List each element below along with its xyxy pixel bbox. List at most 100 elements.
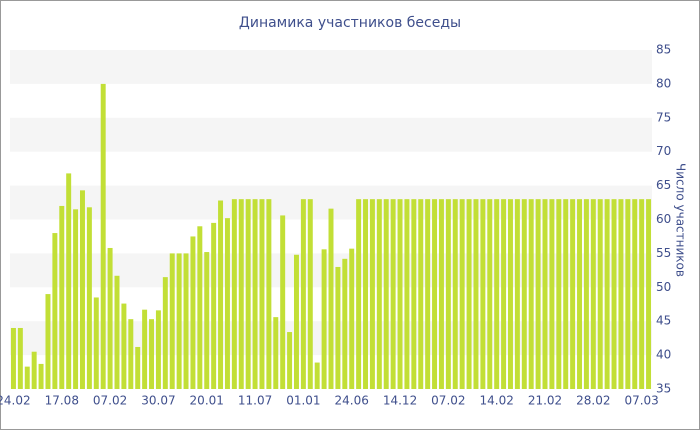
bar xyxy=(570,199,576,389)
bar xyxy=(128,319,134,389)
bar xyxy=(418,199,424,389)
bar xyxy=(280,215,286,389)
bar xyxy=(514,199,520,389)
bar xyxy=(266,199,272,389)
bar xyxy=(376,199,382,389)
bar xyxy=(459,199,465,389)
bar xyxy=(238,199,244,389)
bar xyxy=(390,199,396,389)
bar xyxy=(197,226,203,389)
bar xyxy=(52,233,58,389)
bar xyxy=(321,249,327,389)
y-tick-label: 80 xyxy=(656,76,671,90)
bar xyxy=(79,190,85,389)
bar xyxy=(397,199,403,389)
y-tick-label: 55 xyxy=(656,246,671,260)
bar xyxy=(38,363,44,389)
bar xyxy=(66,173,72,389)
bar xyxy=(135,346,141,389)
bar xyxy=(473,199,479,389)
bar xyxy=(204,252,210,389)
y-tick-label: 85 xyxy=(656,43,671,57)
bar xyxy=(342,258,348,389)
x-tick-label: 07.02 xyxy=(93,394,127,408)
x-tick-label: 24.02 xyxy=(0,394,31,408)
chart-title: Динамика участников беседы xyxy=(239,15,461,31)
x-tick-label: 01.01 xyxy=(286,394,320,408)
bar xyxy=(293,254,299,389)
bar xyxy=(487,199,493,389)
bar xyxy=(155,310,161,389)
bar xyxy=(597,199,603,389)
bar xyxy=(590,199,596,389)
x-tick-label: 21.02 xyxy=(528,394,562,408)
bar xyxy=(535,199,541,389)
bar xyxy=(273,317,279,389)
bar xyxy=(73,209,79,389)
bar xyxy=(300,199,306,389)
bar xyxy=(563,199,569,389)
bar xyxy=(252,199,258,389)
bar xyxy=(425,199,431,389)
bar xyxy=(314,362,320,389)
x-tick-label: 17.08 xyxy=(45,394,79,408)
y-tick-label: 75 xyxy=(656,110,671,124)
bar xyxy=(162,277,168,389)
bar xyxy=(432,199,438,389)
bar xyxy=(542,199,548,389)
bar xyxy=(93,297,99,389)
grid-band xyxy=(10,50,652,84)
bar xyxy=(218,200,224,389)
x-tick-label: 11.07 xyxy=(238,394,272,408)
bar xyxy=(639,199,645,389)
bar xyxy=(349,248,355,389)
bar xyxy=(452,199,458,389)
bar xyxy=(45,294,51,389)
bar xyxy=(494,199,500,389)
bar xyxy=(404,199,410,389)
bar xyxy=(480,199,486,389)
bar xyxy=(507,199,513,389)
bar xyxy=(149,319,155,389)
x-tick-label: 14.02 xyxy=(479,394,513,408)
bar xyxy=(604,199,610,389)
bar xyxy=(211,222,217,389)
x-tick-label: 07.02 xyxy=(431,394,465,408)
bar xyxy=(611,199,617,389)
bar xyxy=(335,266,341,389)
bar xyxy=(445,199,451,389)
grid-band xyxy=(10,117,652,152)
bar xyxy=(31,351,37,389)
bar xyxy=(369,199,375,389)
bar xyxy=(107,247,113,389)
x-tick-label: 24.06 xyxy=(335,394,369,408)
bar xyxy=(549,199,555,389)
bar xyxy=(245,199,251,389)
bar xyxy=(183,253,189,389)
bar xyxy=(224,218,230,389)
bar xyxy=(466,199,472,389)
bar xyxy=(17,327,23,389)
bar xyxy=(383,199,389,389)
bar xyxy=(121,303,127,389)
bar xyxy=(521,199,527,389)
x-tick-label: 20.01 xyxy=(190,394,224,408)
y-tick-label: 45 xyxy=(656,314,671,328)
y-tick-label: 35 xyxy=(656,382,671,396)
x-tick-label: 28.02 xyxy=(576,394,610,408)
y-tick-label: 65 xyxy=(656,178,671,192)
bar xyxy=(625,199,631,389)
bar xyxy=(287,332,293,389)
y-axis-label: Число участников xyxy=(674,163,688,277)
bar xyxy=(100,83,106,390)
bar xyxy=(24,366,30,389)
bar xyxy=(176,253,182,389)
bar xyxy=(556,199,562,389)
bar xyxy=(59,205,65,389)
bar xyxy=(438,199,444,389)
x-tick-label: 14.12 xyxy=(383,394,417,408)
bar xyxy=(577,199,583,389)
bar xyxy=(169,253,175,389)
bar xyxy=(231,199,237,389)
